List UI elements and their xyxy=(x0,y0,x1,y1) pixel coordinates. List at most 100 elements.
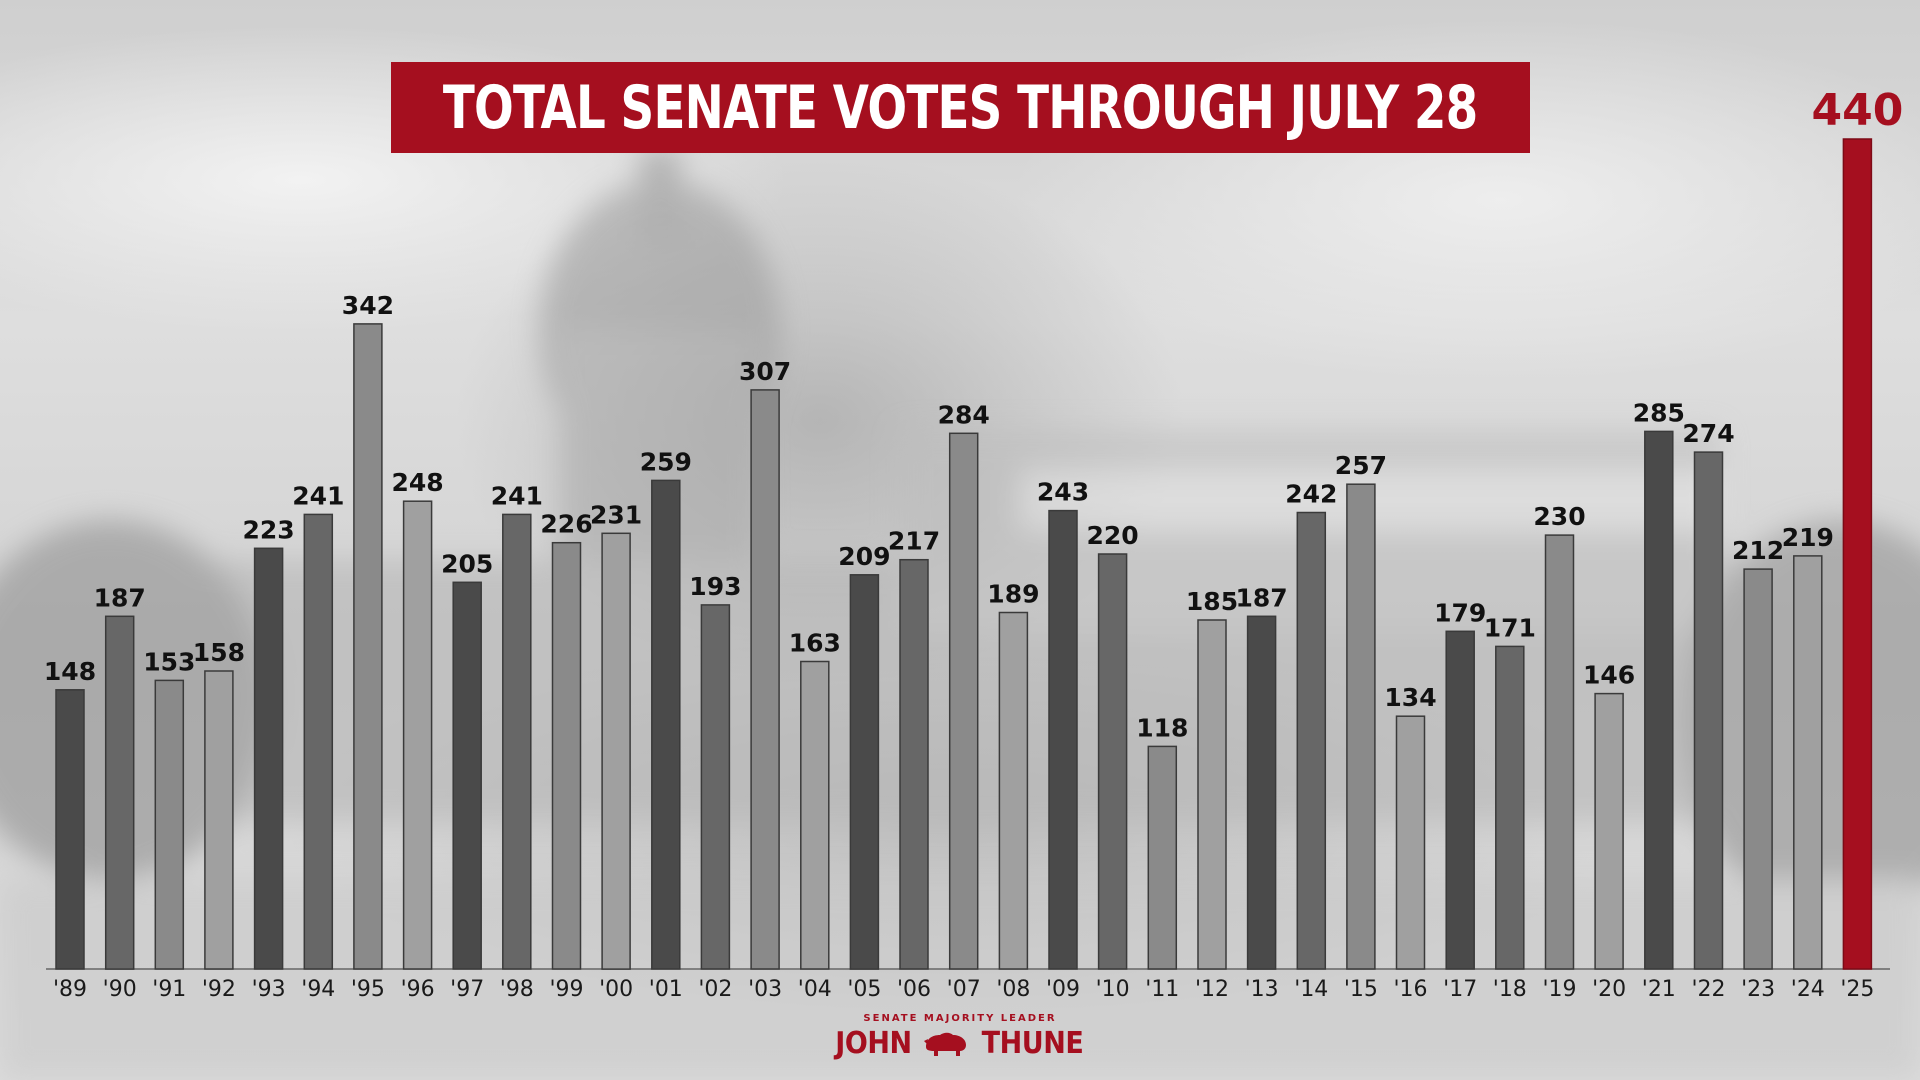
value-label: 189 xyxy=(987,580,1039,609)
x-tick-label: '13 xyxy=(1245,977,1279,1002)
bar xyxy=(750,389,780,970)
value-label: 342 xyxy=(342,291,394,320)
bar xyxy=(303,513,334,970)
title-banner: TOTAL SENATE VOTES THROUGH JULY 28 xyxy=(391,62,1530,153)
bar-highlight xyxy=(1842,138,1873,970)
bar xyxy=(1743,568,1773,970)
bar xyxy=(204,670,234,970)
x-tick-label: '23 xyxy=(1741,977,1775,1002)
x-tick-label: '21 xyxy=(1642,977,1676,1002)
value-label: 274 xyxy=(1682,419,1734,448)
x-tick-label: '02 xyxy=(698,977,732,1002)
value-label: 220 xyxy=(1087,521,1139,550)
value-label: 187 xyxy=(94,583,146,612)
bar xyxy=(353,323,383,970)
bar xyxy=(1793,555,1823,970)
value-label: 134 xyxy=(1384,683,1436,712)
x-tick-label: '09 xyxy=(1046,977,1080,1002)
logo-last-name: THUNE xyxy=(981,1026,1084,1061)
bar xyxy=(998,611,1029,970)
value-label: 158 xyxy=(193,638,245,667)
bar xyxy=(651,479,681,970)
bar xyxy=(849,574,880,970)
value-label: 153 xyxy=(143,647,195,676)
bar xyxy=(1246,615,1277,970)
bar xyxy=(55,689,85,970)
x-tick-label: '12 xyxy=(1195,977,1229,1002)
value-label: 205 xyxy=(441,549,493,578)
bar xyxy=(551,541,582,970)
value-labels-group: 1481871531582232413422482052412262312591… xyxy=(44,85,1903,742)
value-label: 248 xyxy=(392,468,444,497)
value-label: 259 xyxy=(640,447,692,476)
value-label: 217 xyxy=(888,527,940,556)
x-tick-label: '93 xyxy=(252,977,286,1002)
x-tick-label: '20 xyxy=(1592,977,1626,1002)
logo-wordmark: JOHN THUNE xyxy=(830,1026,1090,1061)
value-label: 146 xyxy=(1583,661,1635,690)
bar xyxy=(104,615,135,970)
value-label: 284 xyxy=(938,400,990,429)
x-tick-label: '03 xyxy=(748,977,782,1002)
value-label: 212 xyxy=(1732,536,1784,565)
value-label: 243 xyxy=(1037,478,1089,507)
bar xyxy=(1147,745,1178,970)
value-label: 285 xyxy=(1633,398,1685,427)
x-tick-label: '24 xyxy=(1791,977,1825,1002)
x-tick-label: '91 xyxy=(152,977,186,1002)
bar xyxy=(1495,645,1525,970)
bar xyxy=(800,660,830,970)
x-tick-label: '07 xyxy=(947,977,981,1002)
bar xyxy=(502,513,532,970)
bar xyxy=(948,432,979,970)
x-tick-label: '08 xyxy=(996,977,1030,1002)
bar xyxy=(1644,430,1674,970)
x-tick-label: '05 xyxy=(847,977,881,1002)
x-tick-label: '00 xyxy=(599,977,633,1002)
x-tick-label: '19 xyxy=(1542,977,1576,1002)
x-tick-label: '94 xyxy=(301,977,335,1002)
x-tick-label: '10 xyxy=(1096,977,1130,1002)
bar xyxy=(1296,511,1327,970)
value-label: 223 xyxy=(243,515,295,544)
value-label: 171 xyxy=(1484,613,1536,642)
bar xyxy=(1544,534,1575,970)
logo-subtitle: SENATE MAJORITY LEADER xyxy=(863,1013,1057,1024)
value-label: 185 xyxy=(1186,587,1238,616)
bars-group xyxy=(55,138,1873,970)
value-label: 230 xyxy=(1533,502,1585,531)
x-tick-label: '16 xyxy=(1393,977,1427,1002)
x-tick-label: '96 xyxy=(401,977,435,1002)
value-label: 179 xyxy=(1434,598,1486,627)
bar xyxy=(253,547,284,970)
bar xyxy=(154,679,185,970)
value-label: 226 xyxy=(540,510,592,539)
x-tick-label: '06 xyxy=(897,977,931,1002)
value-label: 241 xyxy=(491,481,543,510)
logo-first-name: JOHN xyxy=(835,1026,912,1061)
bison-icon xyxy=(923,1032,966,1056)
x-tick-label: '15 xyxy=(1344,977,1378,1002)
value-label: 231 xyxy=(590,500,642,529)
x-tick-label: '92 xyxy=(202,977,236,1002)
x-tick-label: '90 xyxy=(103,977,137,1002)
john-thune-logo: SENATE MAJORITY LEADER JOHN THUNE xyxy=(830,1012,1090,1072)
x-tick-label: '98 xyxy=(500,977,534,1002)
x-tick-label: '04 xyxy=(798,977,832,1002)
bar xyxy=(1197,619,1227,970)
x-tick-label: '11 xyxy=(1145,977,1179,1002)
value-label: 219 xyxy=(1782,523,1834,552)
x-tick-label: '17 xyxy=(1443,977,1477,1002)
value-label: 241 xyxy=(292,481,344,510)
x-tick-label: '89 xyxy=(53,977,87,1002)
x-tick-label: '25 xyxy=(1840,977,1874,1002)
value-label: 242 xyxy=(1285,480,1337,509)
x-tick-label: '97 xyxy=(450,977,484,1002)
x-tick-label: '14 xyxy=(1294,977,1328,1002)
bar xyxy=(1346,483,1376,970)
bar xyxy=(452,581,482,970)
x-tick-label: '22 xyxy=(1691,977,1725,1002)
bar xyxy=(402,500,433,970)
